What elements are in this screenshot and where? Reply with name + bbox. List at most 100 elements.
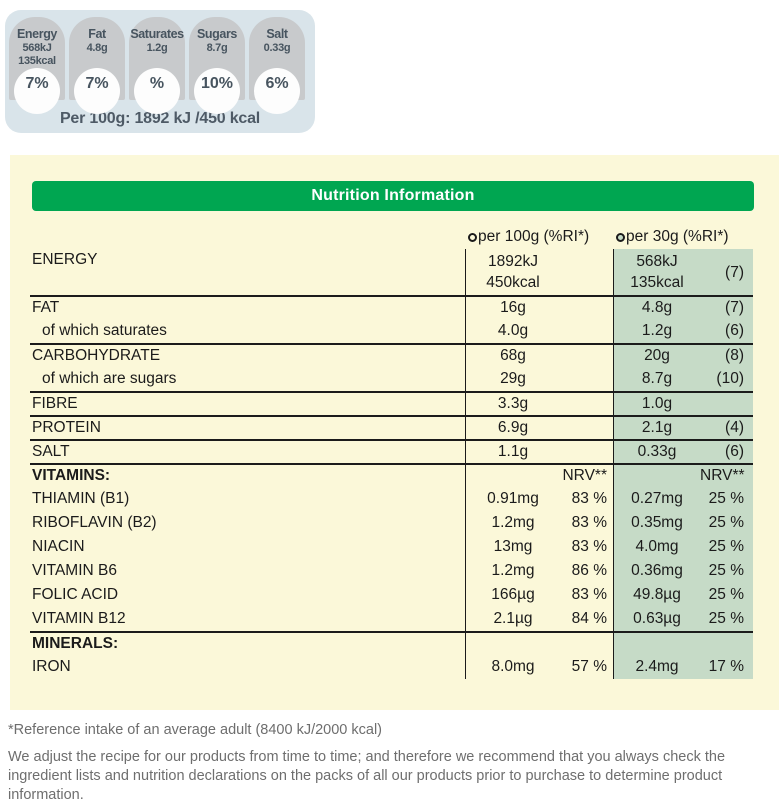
ri-per30g: (7) <box>725 299 744 316</box>
per-30g-radio[interactable] <box>616 233 625 242</box>
cell-per30g <box>613 633 753 655</box>
ri-per100g: 83 % <box>571 490 607 507</box>
value-per100g: 13mg <box>493 538 533 555</box>
value-per30g: 0.27mg <box>631 490 683 507</box>
ri-per30g: 25 % <box>708 562 744 579</box>
table-row-fibre: FIBRE 3.3g 1.0g <box>30 391 753 415</box>
gda-badge-energy: Energy 568kJ 135kcal 7% <box>9 17 65 114</box>
section-label: MINERALS: <box>32 635 119 652</box>
ri-per30g: (10) <box>716 370 744 387</box>
value-per30g: 1.2g <box>641 322 673 339</box>
table-row-sugars: of which are sugars 29g 8.7g (10) <box>30 367 753 391</box>
row-label: RIBOFLAVIN (B2) <box>32 514 157 531</box>
value-per100g: 2.1µg <box>493 610 533 627</box>
table-row-protein: PROTEIN 6.9g 2.1g (4) <box>30 415 753 439</box>
badge-title: Sugars <box>197 27 237 41</box>
value-per30g <box>614 633 700 655</box>
value-per100g: 8.0mg <box>491 658 535 675</box>
value-per100g <box>466 465 560 487</box>
ri-per30g: 25 % <box>708 538 744 555</box>
ri-per100g <box>560 367 612 391</box>
value-per30g: 4.0mg <box>635 538 679 555</box>
row-label: FIBRE <box>32 395 78 412</box>
ri-per100g <box>560 249 612 295</box>
ri-per100g: 83 % <box>571 586 607 603</box>
value-per100g: 16g <box>500 299 526 316</box>
value-per100g: 0.91mg <box>487 490 539 507</box>
cell-per30g: 568kJ 135kcal (7) <box>613 249 753 295</box>
per-100g-radio[interactable] <box>468 233 477 242</box>
cell-per30g: 4.0mg 25 % <box>613 535 753 559</box>
cell-per30g: 0.63µg 25 % <box>613 607 753 631</box>
badge-value-2: 135kcal <box>18 55 56 67</box>
ri-per30g <box>700 633 752 655</box>
cell-per30g: 4.8g (7) <box>613 297 753 319</box>
cell-per30g: 8.7g (10) <box>613 367 753 391</box>
column-header-label: per 100g (%RI*) <box>478 228 590 245</box>
recipe-disclaimer: We adjust the recipe for our products fr… <box>8 749 726 804</box>
value-per100g <box>466 633 560 655</box>
ri-per100g: 83 % <box>571 514 607 531</box>
badge-percent-circle: % <box>134 68 180 114</box>
value-per30g: 4.8g <box>641 299 673 316</box>
value-per30g: 20g <box>644 347 670 364</box>
badge-value: 568kJ <box>22 42 52 54</box>
cell-per100g: NRV** <box>465 465 613 487</box>
table-row-carbohydrate: CARBOHYDRATE 68g 20g (8) <box>30 343 753 367</box>
table-row-minerals-header: MINERALS: <box>30 631 753 655</box>
cell-per30g: 0.27mg 25 % <box>613 487 753 511</box>
badge-value: 0.33g <box>263 42 291 54</box>
table-row-iron: IRON 8.0mg 57 % 2.4mg 17 % <box>30 655 753 679</box>
gda-badge-saturates: Saturates 1.2g % <box>129 17 185 114</box>
ri-per100g: 84 % <box>571 610 607 627</box>
badge-title: Energy <box>17 27 57 41</box>
cell-per30g: 20g (8) <box>613 345 753 367</box>
cell-per100g: 166µg 83 % <box>465 583 613 607</box>
value-per100g: 29g <box>500 370 526 387</box>
cell-per100g: 0.91mg 83 % <box>465 487 613 511</box>
ri-per100g <box>560 319 612 343</box>
row-label: IRON <box>32 658 71 675</box>
badge-percent: 7% <box>25 75 49 92</box>
ri-per100g <box>560 393 612 415</box>
cell-per100g: 1.2mg 86 % <box>465 559 613 583</box>
value-per30g: 49.8µg <box>633 586 681 603</box>
ri-value: (7) <box>725 263 744 281</box>
value-per30g: 2.1g <box>641 419 673 436</box>
cell-per100g: 2.1µg 84 % <box>465 607 613 631</box>
nrv-label-per30g: NRV** <box>700 467 745 484</box>
ri-per30g: 25 % <box>708 586 744 603</box>
row-label: CARBOHYDRATE <box>32 347 161 364</box>
reference-intake-footnote: *Reference intake of an average adult (8… <box>8 722 383 738</box>
badge-title: Salt <box>266 27 288 41</box>
badge-value: 8.7g <box>206 42 228 54</box>
ri-per30g: (6) <box>725 322 744 339</box>
ri-per100g: 57 % <box>571 658 607 675</box>
table-row-energy: ENERGY 1892kJ 450kcal 568kJ 135kcal (7) <box>30 249 753 295</box>
cell-per100g: 3.3g <box>465 393 613 415</box>
value-per30g: 0.33g <box>637 443 677 460</box>
value-per30g: 2.4mg <box>635 658 679 675</box>
ri-per100g <box>560 417 612 439</box>
cell-per30g: NRV** <box>613 465 753 487</box>
badge-value: 4.8g <box>86 42 108 54</box>
badge-value: 1.2g <box>146 42 168 54</box>
value-per30g: 8.7g <box>641 370 673 387</box>
row-label: SALT <box>32 443 70 460</box>
row-label: FOLIC ACID <box>32 586 119 603</box>
nutrition-table-title: Nutrition Information <box>32 181 754 211</box>
badge-percent: % <box>149 75 165 92</box>
table-row-riboflavin: RIBOFLAVIN (B2) 1.2mg 83 % 0.35mg 25 % <box>30 511 753 535</box>
badge-title: Fat <box>88 27 106 41</box>
badge-percent: 7% <box>85 75 109 92</box>
badge-percent-circle: 10% <box>194 68 240 114</box>
cell-per30g: 0.33g (6) <box>613 441 753 463</box>
cell-per100g: 1892kJ 450kcal <box>465 249 613 295</box>
badge-percent-circle: 7% <box>74 68 120 114</box>
gda-summary-panel: Energy 568kJ 135kcal 7% Fat 4.8g 7% Satu… <box>5 10 315 133</box>
value-per100g: 1.1g <box>497 443 529 460</box>
badge-title: Saturates <box>130 27 184 41</box>
cell-per100g: 1.1g <box>465 441 613 463</box>
value-per30g: 1.0g <box>641 395 673 412</box>
cell-per30g: 0.36mg 25 % <box>613 559 753 583</box>
